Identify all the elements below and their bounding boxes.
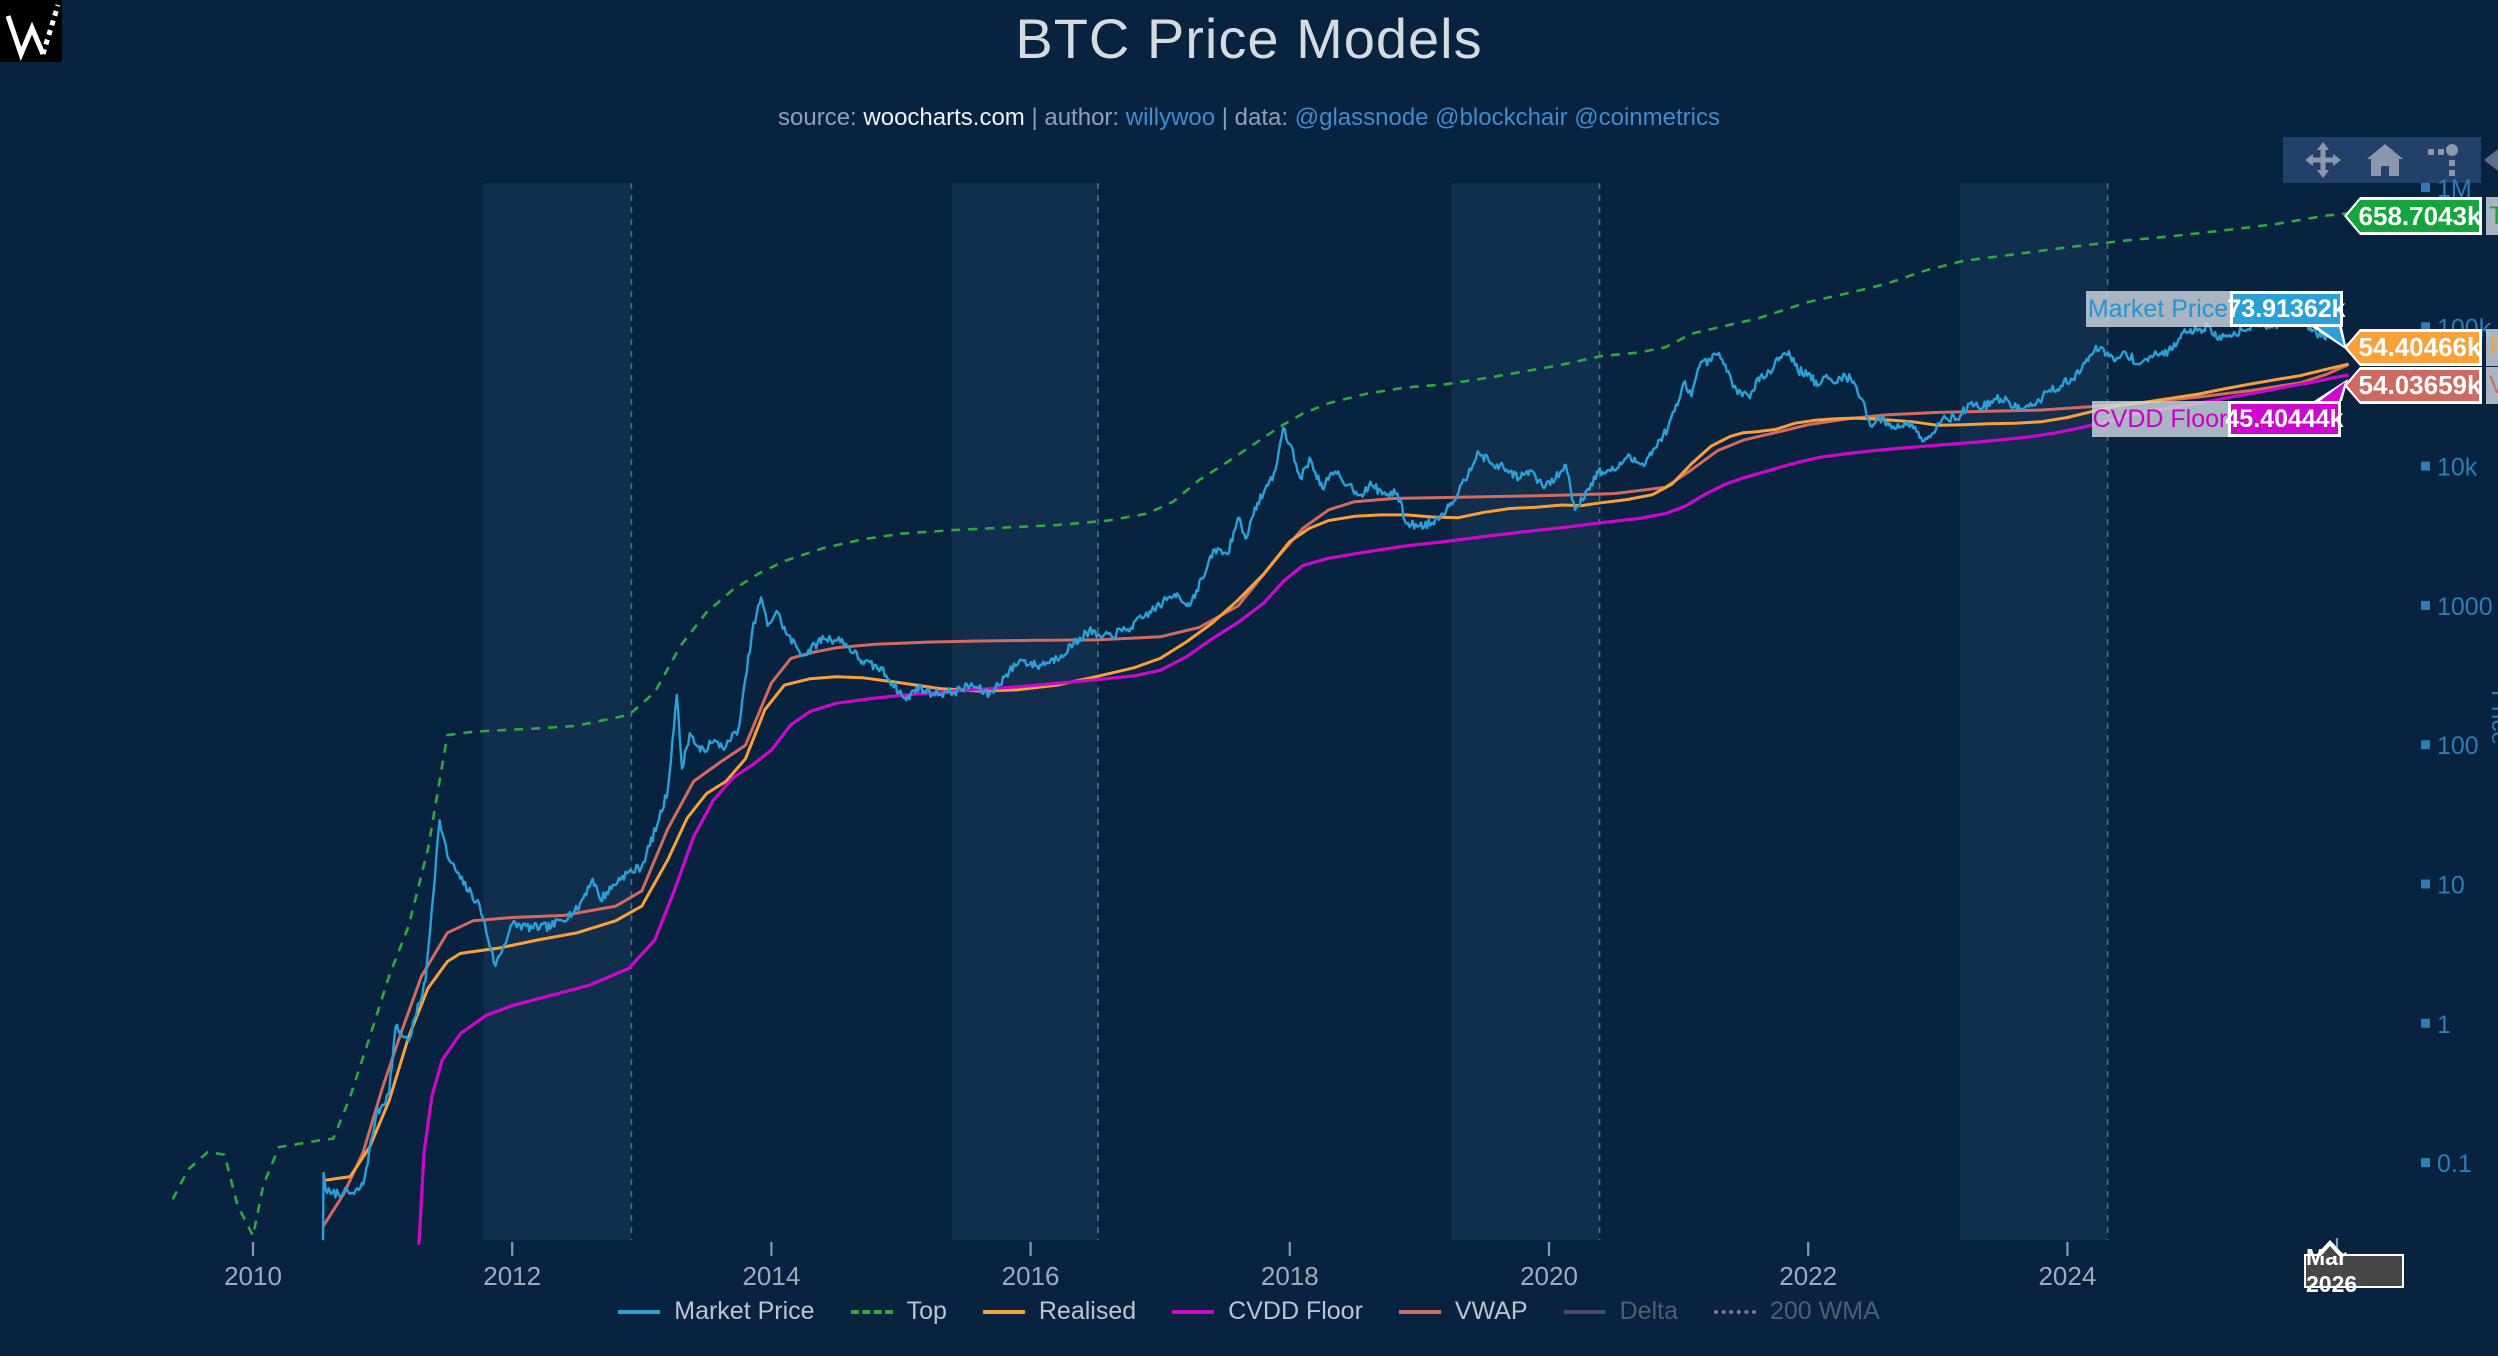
pan-icon[interactable] (2303, 140, 2343, 180)
y-tick-label: 1 (2437, 1011, 2451, 1039)
legend-swatch (982, 1309, 1025, 1314)
legend-item-cvdd-floor[interactable]: CVDD Floor (1172, 1297, 1363, 1326)
x-tick-label: 2020 (1520, 1261, 1578, 1291)
y-tick-label: 10 (2437, 872, 2465, 900)
page-title: BTC Price Models (1015, 7, 1483, 70)
vwap-value-callout: 54.03659k (2344, 367, 2482, 404)
vwap-series-label-clipped: VWAP (2486, 367, 2498, 404)
series-cvdd-floor (417, 373, 2349, 1245)
x-tick-label: 2016 (1002, 1261, 1060, 1291)
source-label: source: (778, 104, 864, 131)
chart-legend: Market Price Top Realised CVDD Floor VWAP Del… (0, 1297, 2498, 1326)
legend-item-vwap[interactable]: VWAP (1398, 1297, 1528, 1326)
legend-label: 200 WMA (1769, 1297, 1880, 1325)
legend-swatch (1172, 1309, 1215, 1314)
realised-value: 54.40466k (2347, 332, 2479, 363)
home-icon[interactable] (2366, 142, 2404, 178)
legend-item-market-price[interactable]: Market Price (618, 1297, 815, 1326)
legend-swatch (1563, 1309, 1606, 1314)
halving-band (483, 183, 632, 1240)
halving-band (1451, 183, 1600, 1240)
legend-label: Market Price (674, 1297, 815, 1325)
series-vwap (321, 363, 2350, 1228)
author-label: | author: (1024, 104, 1126, 131)
top-value-callout: 658.7043k (2344, 197, 2482, 235)
legend-item-delta[interactable]: Delta (1563, 1297, 1678, 1326)
cvdd-value: 45.40444k (2225, 401, 2344, 437)
legend-swatch (1713, 1309, 1756, 1314)
y-tick-label: 100 (2437, 732, 2479, 760)
chart-credits: source: woocharts.com | author: willywoo… (0, 104, 2498, 132)
x-tick-label: 2010 (224, 1261, 282, 1291)
y-tick-square (2421, 183, 2430, 192)
author-link[interactable]: willywoo (1125, 104, 1216, 131)
y-tick-square (2421, 740, 2430, 750)
y-tick-label: 10k (2437, 454, 2478, 482)
top-series-label-clipped: Top (2486, 197, 2498, 235)
series-top (171, 212, 2349, 1238)
y-axis-title: Price (2486, 690, 2498, 745)
x-tick-label: 2024 (2038, 1261, 2096, 1291)
legend-item-realised[interactable]: Realised (982, 1297, 1137, 1326)
legend-swatch (618, 1309, 661, 1314)
halving-band (1959, 183, 2108, 1240)
data-credit-links[interactable]: @glassnode @blockchair @coinmetrics (1294, 104, 1720, 131)
legend-label: Top (906, 1297, 947, 1325)
legend-label: Delta (1619, 1297, 1678, 1325)
vwap-value: 54.03659k (2347, 370, 2479, 401)
legend-label: CVDD Floor (1228, 1297, 1363, 1325)
legend-item-top[interactable]: Top (850, 1297, 947, 1326)
cvdd-tail-inner (2320, 382, 2345, 401)
realised-series-label-clipped: Realised (2486, 329, 2498, 366)
legend-item-200-wma[interactable]: 200 WMA (1713, 1297, 1880, 1326)
y-tick-square (2421, 461, 2430, 471)
x-tick-label: 2012 (483, 1261, 541, 1291)
market-price-value: 73.91362k (2227, 291, 2346, 327)
w-logo-icon (5, 4, 61, 62)
market-price-series-label: Market Price (2086, 291, 2230, 327)
y-tick-label: 1000 (2437, 593, 2493, 621)
collapse-panel-icon[interactable] (2484, 149, 2498, 171)
market-price-tail-inner (2318, 327, 2344, 346)
y-tick-square (2421, 322, 2430, 332)
chart-toolbar (2283, 137, 2481, 183)
source-site: woocharts.com (863, 104, 1025, 131)
cvdd-series-label: CVDD Floor (2092, 401, 2228, 437)
x-tick-label: 2018 (1261, 1261, 1319, 1291)
series-realised (322, 362, 2349, 1182)
y-tick-square (2421, 600, 2430, 610)
y-tick-square (2421, 1158, 2430, 1168)
realised-value-callout: 54.40466k (2344, 329, 2482, 366)
hover-date-tooltip: Mar 2026 (2304, 1240, 2404, 1297)
top-value: 658.7043k (2347, 200, 2479, 232)
legend-label: Realised (1038, 1297, 1137, 1325)
legend-label: VWAP (1454, 1297, 1528, 1325)
data-label: | data: (1215, 104, 1295, 131)
x-tick-label: 2014 (742, 1261, 800, 1291)
halving-band (951, 183, 1098, 1240)
spike-dots-icon[interactable] (2427, 142, 2461, 178)
legend-swatch (850, 1309, 893, 1314)
y-tick-square (2421, 1018, 2430, 1028)
series-market-price (321, 313, 2350, 1241)
y-tick-square (2421, 879, 2430, 889)
y-tick-label: 0.1 (2437, 1150, 2472, 1178)
woocharts-logo[interactable] (0, 0, 62, 62)
x-tick-label: 2022 (1779, 1261, 1837, 1291)
legend-swatch (1398, 1309, 1441, 1314)
